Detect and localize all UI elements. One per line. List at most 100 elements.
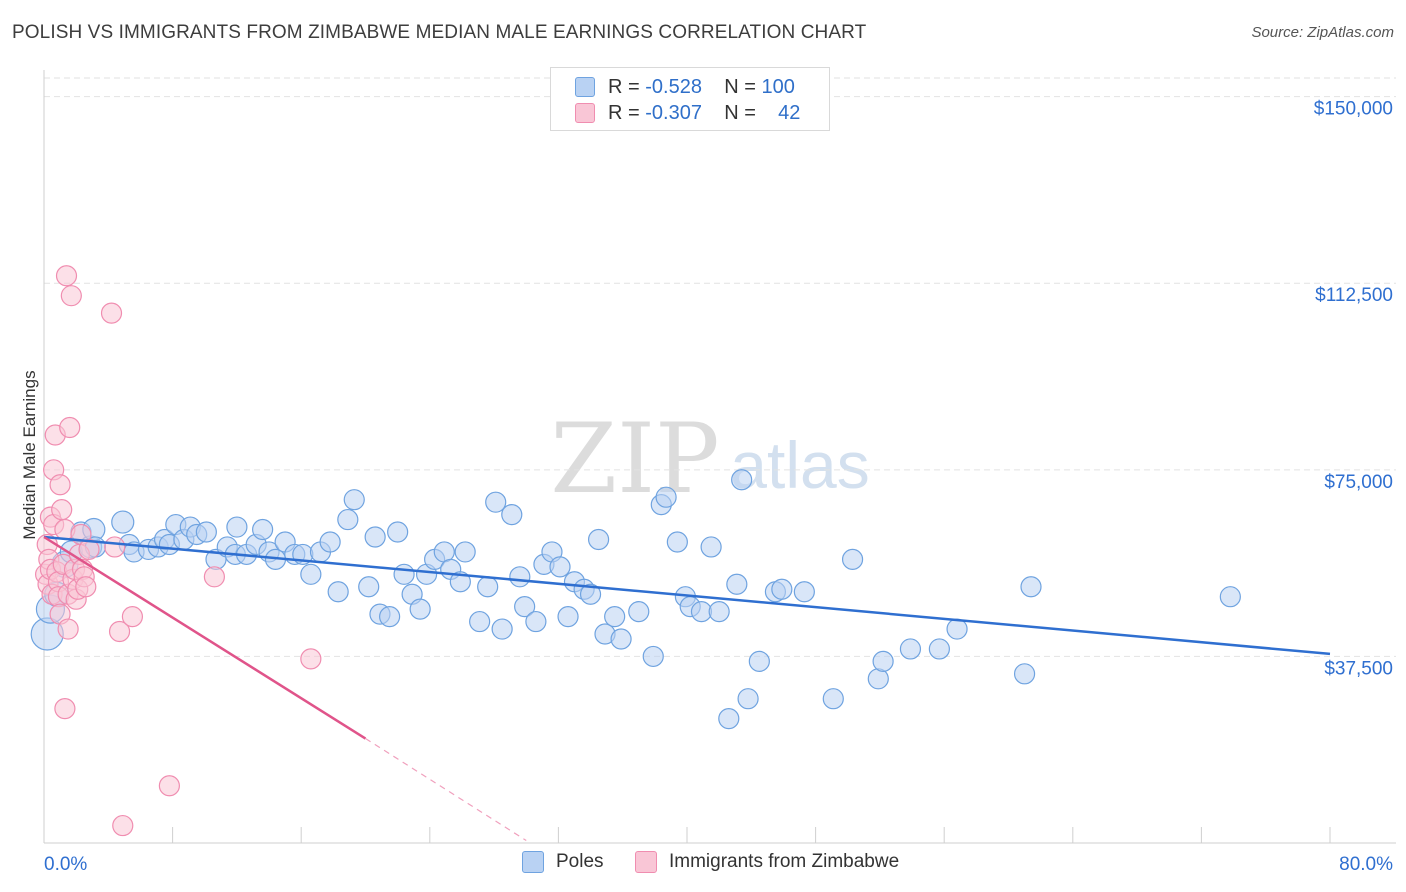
poles-point bbox=[514, 596, 536, 618]
legend-swatch-poles bbox=[575, 77, 595, 97]
legend-n-value: 42 bbox=[778, 101, 801, 124]
poles-point bbox=[690, 601, 713, 623]
poles-point bbox=[1020, 576, 1042, 598]
poles-point bbox=[1013, 663, 1036, 685]
poles-point bbox=[872, 650, 894, 672]
poles-point bbox=[771, 578, 793, 600]
zimbabwe-point bbox=[108, 620, 131, 643]
zimbabwe-point bbox=[51, 499, 73, 521]
poles-point bbox=[485, 491, 507, 513]
poles-point bbox=[454, 541, 476, 563]
poles-point bbox=[737, 688, 759, 710]
legend-r-label: R = bbox=[608, 101, 646, 124]
zimbabwe-point bbox=[54, 698, 76, 720]
poles-point bbox=[726, 573, 748, 595]
poles-point bbox=[557, 606, 579, 628]
watermark-zip: ZIP bbox=[550, 403, 719, 515]
poles-point bbox=[642, 645, 664, 668]
poles-point bbox=[549, 556, 571, 578]
poles-point bbox=[899, 638, 922, 660]
poles-point bbox=[111, 510, 135, 534]
zimbabwe-point bbox=[100, 302, 123, 324]
legend-r-value: -0.528 bbox=[645, 75, 702, 98]
x-tick-label: 80.0% bbox=[1339, 854, 1393, 875]
y-tick-label: $150,000 bbox=[1314, 99, 1393, 120]
poles-point bbox=[525, 610, 547, 633]
poles-point bbox=[655, 486, 677, 508]
zimbabwe-point bbox=[55, 265, 78, 287]
poles-point bbox=[491, 618, 513, 640]
legend-n-label: N = bbox=[724, 75, 762, 98]
poles-point bbox=[477, 576, 499, 598]
series-swatch-poles bbox=[522, 851, 544, 873]
poles-point bbox=[409, 598, 431, 620]
poles-point bbox=[700, 536, 722, 558]
zimbabwe-point bbox=[60, 285, 82, 307]
poles-point bbox=[666, 531, 688, 553]
series-label-poles: Poles bbox=[556, 851, 604, 872]
poles-point bbox=[337, 508, 359, 531]
poles-point bbox=[587, 528, 610, 551]
poles-point bbox=[195, 521, 217, 543]
y-tick-label: $75,000 bbox=[1324, 472, 1393, 493]
zimbabwe-point bbox=[104, 536, 126, 558]
x-tick-label: 0.0% bbox=[44, 854, 87, 875]
series-label-zimbabwe: Immigrants from Zimbabwe bbox=[669, 851, 900, 872]
poles-point bbox=[822, 688, 844, 710]
poles-point bbox=[319, 531, 341, 553]
poles-point bbox=[387, 521, 409, 543]
poles-point bbox=[364, 526, 386, 548]
y-tick-label: $112,500 bbox=[1315, 285, 1393, 306]
poles-point bbox=[226, 516, 248, 538]
series-legend-zimbabwe[interactable]: Immigrants from Zimbabwe bbox=[635, 851, 899, 873]
legend-swatch-zimbabwe bbox=[575, 103, 595, 123]
source-credit: Source: ZipAtlas.com bbox=[1251, 24, 1394, 41]
poles-point bbox=[731, 469, 753, 491]
poles-point bbox=[327, 581, 349, 603]
poles-point bbox=[252, 518, 274, 541]
poles-point bbox=[610, 628, 632, 650]
legend-row-zimbabwe: R = -0.307 N = 42 bbox=[551, 99, 829, 127]
poles-point bbox=[501, 504, 523, 526]
zimbabwe-point bbox=[59, 416, 81, 439]
poles-point bbox=[604, 606, 626, 628]
series-swatch-zimbabwe bbox=[635, 851, 657, 873]
y-tick-label: $37,500 bbox=[1324, 658, 1393, 679]
poles-point bbox=[300, 563, 322, 585]
poles-point bbox=[393, 563, 415, 585]
poles-point bbox=[1219, 586, 1241, 608]
zimbabwe-point bbox=[300, 648, 322, 670]
legend-row-poles: R = -0.528 N = 100 bbox=[551, 73, 829, 101]
legend-n-label: N = bbox=[724, 101, 762, 124]
poles-point bbox=[358, 576, 380, 598]
zimbabwe-trendline bbox=[43, 535, 367, 740]
poles-point bbox=[748, 650, 770, 672]
poles-point bbox=[946, 618, 968, 640]
poles-point bbox=[841, 548, 864, 570]
poles-trendline bbox=[43, 535, 1331, 656]
watermark-atlas: atlas bbox=[730, 428, 869, 502]
poles-point bbox=[579, 583, 602, 605]
zimbabwe-point bbox=[121, 606, 144, 628]
poles-point bbox=[718, 708, 740, 730]
chart-title: POLISH VS IMMIGRANTS FROM ZIMBABWE MEDIA… bbox=[12, 22, 867, 43]
poles-point bbox=[379, 606, 401, 628]
poles-point bbox=[793, 581, 815, 603]
series-legend-poles[interactable]: Poles bbox=[522, 851, 604, 873]
zimbabwe-point bbox=[112, 814, 134, 837]
zimbabwe-point bbox=[158, 775, 180, 797]
zimbabwe-point bbox=[75, 576, 97, 598]
correlation-legend: R = -0.528 N = 100 R = -0.307 N = 42 bbox=[550, 67, 830, 131]
poles-point bbox=[469, 610, 491, 633]
zimbabwe-point bbox=[57, 618, 79, 640]
zimbabwe-point bbox=[49, 474, 71, 496]
zimbabwe-point bbox=[203, 566, 225, 588]
poles-point bbox=[449, 571, 471, 593]
poles-point bbox=[343, 489, 365, 511]
poles-point bbox=[509, 566, 531, 588]
legend-r-label: R = bbox=[608, 75, 646, 98]
zimbabwe-point bbox=[78, 538, 100, 561]
poles-point bbox=[867, 668, 889, 690]
zimbabwe-trendline-extension bbox=[365, 738, 527, 842]
